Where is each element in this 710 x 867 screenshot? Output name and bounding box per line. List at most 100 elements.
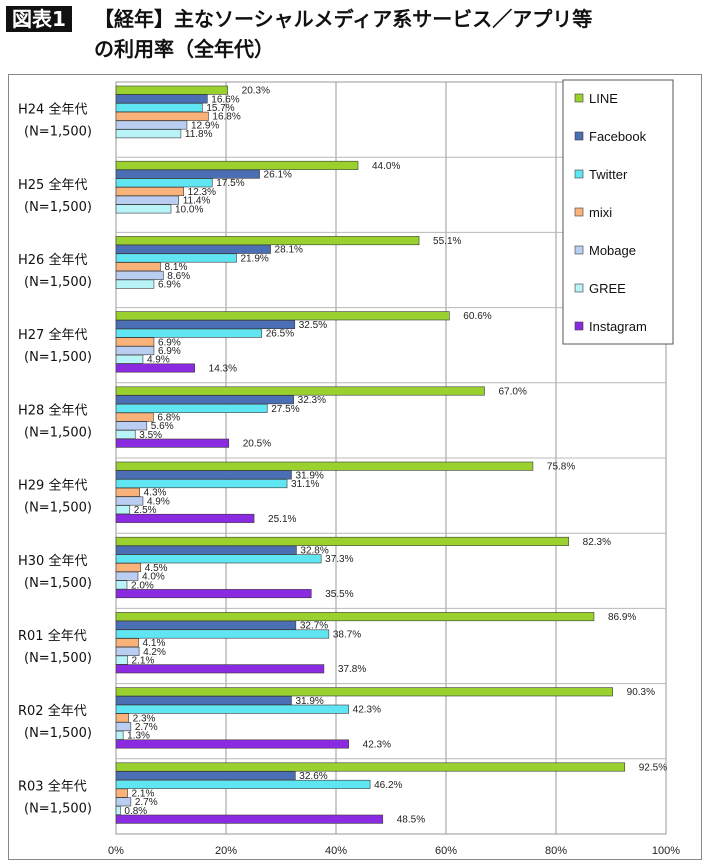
bar-instagram — [115, 363, 195, 373]
bar-line — [115, 536, 569, 546]
data-label: 6.9% — [158, 280, 181, 291]
bar-facebook — [115, 169, 260, 179]
legend-swatch-twitter — [574, 169, 584, 179]
figure-tag: 図表1 — [6, 6, 72, 32]
bar-facebook — [115, 94, 208, 104]
bar-gree — [115, 354, 144, 364]
x-tick-label: 40% — [325, 845, 347, 857]
data-label: 12.3% — [188, 187, 216, 198]
category-sublabel: (N=1,500) — [24, 125, 92, 140]
data-label: 14.3% — [209, 363, 237, 374]
legend-label-twitter: Twitter — [589, 167, 628, 182]
data-label: 38.7% — [333, 629, 361, 640]
bar-gree — [115, 805, 121, 815]
data-label: 20.3% — [242, 86, 270, 97]
data-label: 67.0% — [499, 386, 527, 397]
bar-mixi — [115, 638, 139, 648]
bar-mixi — [115, 412, 154, 422]
bar-facebook — [115, 319, 296, 329]
category-label: H29 全年代 — [18, 478, 87, 494]
bar-mobage — [115, 797, 132, 807]
bar-mobage — [115, 722, 132, 732]
bar-line — [115, 687, 613, 697]
data-label: 42.3% — [353, 705, 381, 716]
data-label: 82.3% — [583, 537, 611, 548]
data-label: 44.0% — [372, 161, 400, 172]
data-label: 86.9% — [608, 612, 636, 623]
bar-line — [115, 311, 450, 321]
bar-twitter — [115, 178, 213, 188]
bar-layer — [115, 85, 626, 824]
category-label: H30 全年代 — [18, 553, 87, 569]
data-label: 2.7% — [135, 722, 158, 733]
data-label: 4.9% — [147, 355, 170, 366]
chart-frame — [8, 74, 702, 860]
data-label: 27.5% — [271, 404, 299, 415]
data-label: 6.9% — [158, 337, 181, 348]
data-label: 25.1% — [268, 514, 296, 525]
category-label: H26 全年代 — [18, 252, 87, 268]
chart-title-line1: 【経年】主なソーシャルメディア系サービス／アプリ等 — [94, 7, 593, 31]
data-label: 20.5% — [243, 439, 271, 450]
legend-label-gree: GREE — [589, 281, 626, 296]
data-label: 4.9% — [147, 496, 170, 507]
category-sublabel: (N=1,500) — [24, 425, 92, 440]
category-sublabel: (N=1,500) — [24, 726, 92, 741]
category-label: R02 全年代 — [18, 703, 87, 719]
bar-twitter — [115, 629, 330, 639]
data-label: 4.5% — [145, 563, 168, 574]
data-label: 2.5% — [134, 505, 157, 516]
bar-line — [115, 386, 485, 396]
category-label: H27 全年代 — [18, 327, 87, 343]
title-area: 図表1 【経年】主なソーシャルメディア系サービス／アプリ等 の利用率（全年代） — [6, 4, 706, 66]
bar-mixi — [115, 788, 128, 798]
bar-line — [115, 236, 420, 246]
bar-line — [115, 160, 359, 170]
data-label: 31.9% — [295, 470, 323, 481]
category-label: R01 全年代 — [18, 628, 87, 644]
bar-twitter — [115, 479, 288, 489]
bar-facebook — [115, 470, 292, 480]
data-label: 32.7% — [300, 621, 328, 632]
bar-facebook — [115, 545, 297, 555]
data-label: 11.8% — [185, 129, 213, 140]
data-label: 90.3% — [627, 687, 655, 698]
bar-mobage — [115, 571, 139, 581]
category-sublabel: (N=1,500) — [24, 801, 92, 816]
data-label: 3.5% — [139, 430, 162, 441]
data-label: 11.4% — [183, 196, 211, 207]
data-label: 35.5% — [325, 589, 353, 600]
data-label: 75.8% — [547, 462, 575, 473]
data-label: 4.0% — [142, 572, 165, 583]
data-label: 32.8% — [300, 546, 328, 557]
bar-twitter — [115, 403, 268, 413]
bar-mixi — [115, 713, 129, 723]
data-label: 32.5% — [299, 320, 327, 331]
label-layer: 0% 20% 40% 60% 80% 100% H24 全年代 (N=1,500) H25 全年… — [18, 86, 680, 857]
data-label: 28.1% — [275, 245, 303, 256]
data-label: 21.9% — [240, 253, 268, 264]
bar-gree — [115, 279, 155, 289]
data-label: 42.3% — [363, 739, 391, 750]
category-sublabel: (N=1,500) — [24, 651, 92, 666]
data-label: 31.9% — [295, 696, 323, 707]
data-label: 8.6% — [167, 271, 190, 282]
bar-gree — [115, 429, 136, 439]
bar-facebook — [115, 620, 297, 630]
data-label: 26.5% — [266, 329, 294, 340]
category-label: R03 全年代 — [18, 778, 87, 794]
category-sublabel: (N=1,500) — [24, 275, 92, 290]
bar-mobage — [115, 195, 180, 205]
data-label: 4.1% — [143, 638, 166, 649]
legend-swatch-facebook — [574, 131, 584, 141]
bar-instagram — [115, 589, 312, 599]
legend-swatch-line — [574, 93, 584, 103]
legend-swatch-gree — [574, 283, 584, 293]
data-label: 16.6% — [211, 94, 239, 105]
bar-mobage — [115, 120, 188, 130]
bar-twitter — [115, 253, 237, 263]
bar-instagram — [115, 438, 230, 448]
bar-gree — [115, 204, 172, 214]
data-label: 1.3% — [127, 731, 150, 742]
